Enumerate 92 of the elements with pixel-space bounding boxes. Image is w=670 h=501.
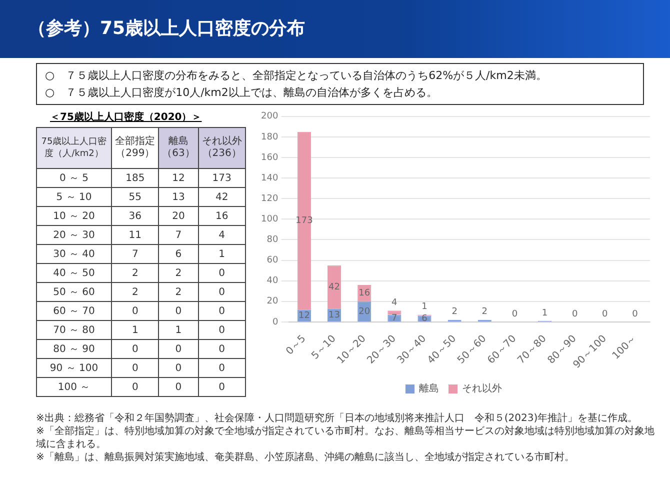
legend-label: それ以外 [462,382,502,395]
data-label: 0 [198,320,246,340]
y-tick-label: 20 [266,296,278,307]
data-label: 20 [158,206,198,226]
data-label: 0 [512,309,518,320]
data-label: 0 [198,378,246,396]
data-label: 0 [198,264,246,282]
data-label: 16 [198,206,246,226]
y-tick-label: 70 ～ 80 [36,320,112,340]
data-label: 7 [158,226,198,244]
data-label: 2 [158,282,198,302]
data-label: 7 [392,313,398,324]
data-label: 1 [112,320,159,340]
data-label: 1 [542,308,548,318]
data-label: 55 [112,188,159,206]
data-label: 0 [158,378,198,396]
text: ※出典：総務省「令和２年国勢調査」、社会保障・人口問題研究所「日本の地域別将来推計人口 令和５(2023)年推計」を基に作成。 [36,412,639,425]
y-tick-label: 5 ～ 10 [36,188,112,206]
data-label: 42 [328,282,340,292]
data-label: 0 [602,309,608,320]
text: ※「全部指定」は、特別地域加算の対象で全地域が指定されている市町村。なお、離島等相当サービスの対象地域は特別地域加算の対象地域に含まれる。 [36,425,656,451]
y-tick-label: 80 ～ 90 [36,340,112,358]
y-tick-label: 140 [260,173,278,184]
text: ※「離島」は、離島振興対策実施地域、奄美群島、小笠原諸島、沖縄の離島に該当し、全地域が指定されている市町村。 [36,451,576,464]
data-label: 2 [112,264,159,282]
data-label: 4 [198,226,246,244]
data-label: 42 [198,188,246,206]
y-tick-label: 40 [266,276,278,286]
chart-title: ＜75歳以上人口密度（2020）＞ [50,110,203,124]
y-tick-label: 20 ～ 30 [36,226,112,244]
y-tick-label: 120 [260,194,278,204]
y-axis-title: 75歳以上人口密度（人/km2） [36,128,112,168]
x-tick-label: それ以外（236） [198,128,246,168]
data-label: 2 [112,282,159,302]
data-label: 185 [112,168,159,188]
y-tick-label: 40 ～ 50 [36,264,112,282]
data-label: 1 [422,302,428,312]
data-label: 7 [112,244,159,264]
text: （参考）75歳以上人口密度の分布 [28,17,306,40]
data-label: 13 [158,188,198,206]
data-label: 0 [158,358,198,378]
y-tick-label: 100 [260,214,278,225]
y-tick-label: 200 [260,112,278,122]
data-label: 20 [358,306,370,317]
y-tick-label: 30 ～ 40 [36,244,112,264]
y-tick-label: 100 ～ [36,378,112,396]
y-tick-label: 180 [260,132,278,142]
data-label: 0 [198,302,246,320]
x-tick-label: 30～40 [396,333,428,366]
data-label: 11 [112,226,159,244]
data-label: 1 [158,320,198,340]
data-label: 6 [422,314,428,324]
x-tick-label: 100～ [610,333,639,362]
data-label: 173 [198,168,246,188]
data-label: 0 [112,340,159,358]
data-label: 4 [392,298,398,308]
data-label: 0 [158,340,198,358]
data-label: 2 [158,264,198,282]
x-tick-label: 20～30 [366,333,398,366]
data-label: 1 [198,244,246,264]
data-label: 0 [112,358,159,378]
data-label: 2 [452,307,458,318]
data-label: 0 [112,378,159,396]
x-tick-label: 全部指定（299） [112,128,159,168]
data-label: 12 [298,310,310,321]
text: ○ ７５歳以上人口密度が10人/km2以上では、離島の自治体が多くを占める。 [45,85,438,101]
x-tick-label: 0～5 [284,333,308,358]
data-label: 13 [328,310,340,320]
y-tick-label: 0 ～ 5 [36,168,112,188]
y-tick-label: 160 [260,152,278,163]
data-label: 0 [198,340,246,358]
text: ○ ７５歳以上人口密度の分布をみると、全部指定となっている自治体のうち62%が５人/km2未満。 [45,68,548,84]
data-label: 2 [482,307,488,318]
y-tick-label: 80 [266,235,278,246]
data-label: 36 [112,206,159,226]
legend-label: 離島 [419,382,439,395]
data-label: 12 [158,168,198,188]
data-label: 0 [112,302,159,320]
y-tick-label: 0 [272,317,278,328]
data-label: 0 [158,302,198,320]
data-label: 6 [158,244,198,264]
y-tick-label: 60 [266,256,278,266]
data-label: 0 [572,309,578,320]
y-tick-label: 90 ～ 100 [36,358,112,378]
data-label: 0 [198,358,246,378]
y-tick-label: 60 ～ 70 [36,302,112,320]
y-tick-label: 10 ～ 20 [36,206,112,226]
y-tick-label: 50 ～ 60 [36,282,112,302]
data-label: 0 [632,309,638,320]
data-label: 16 [358,288,370,299]
data-label: 0 [198,282,246,302]
x-tick-label: 離島（63） [158,128,198,168]
